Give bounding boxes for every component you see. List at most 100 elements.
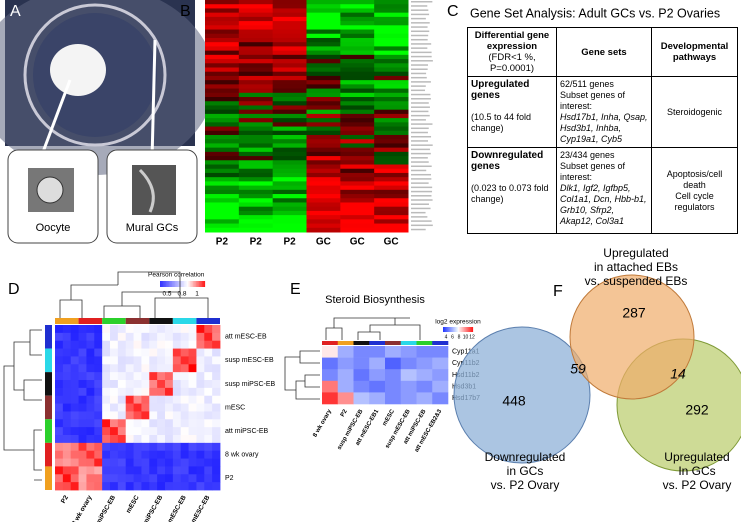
heatmap-cell: [141, 340, 150, 349]
heatmap-cell: [86, 380, 95, 389]
heatmap-cell: [188, 395, 197, 404]
heatmap-cell: [110, 450, 119, 459]
heatmap-cell: [141, 435, 150, 444]
heatmap-cell: [272, 118, 307, 123]
group-strip: [125, 318, 150, 324]
heatmap-cell: [205, 181, 240, 187]
gene-label-placeholder: [411, 43, 432, 45]
heatmap-cell: [272, 139, 307, 144]
heatmap-cell: [353, 369, 370, 382]
gene-label-placeholder: [411, 81, 431, 83]
heatmap-cell: [374, 172, 409, 178]
gene-label-placeholder: [411, 211, 426, 214]
heatmap-cell: [86, 474, 95, 483]
heatmap-cell: [340, 33, 375, 39]
heatmap-cell: [374, 189, 409, 195]
heatmap-cell: [272, 42, 307, 47]
heatmap-cell: [117, 332, 127, 342]
gene-label-placeholder: [411, 207, 431, 210]
column-label: 8 wk ovary: [71, 494, 94, 522]
heatmap-cell: [149, 332, 158, 342]
heatmap-cell: [340, 143, 375, 149]
follicle-ring: [23, 3, 167, 147]
heatmap-cell: [188, 419, 197, 428]
heatmap-cell: [78, 427, 87, 436]
mural-layer: [138, 168, 155, 213]
heatmap-cell: [205, 168, 240, 174]
heatmap-cell: [204, 372, 213, 381]
heatmap-cell: [340, 177, 375, 182]
heatmap-cell: [125, 442, 134, 452]
heatmap-cell: [157, 458, 166, 467]
heatmap-cell: [196, 364, 205, 373]
heatmap-cell: [204, 466, 213, 475]
heatmap-cell: [125, 325, 134, 334]
heatmap-cell: [180, 380, 189, 389]
legend-gradient: [458, 327, 460, 332]
legend-gradient: [170, 281, 173, 287]
heatmap-cell: [196, 387, 205, 397]
heatmap-cell: [102, 435, 111, 444]
heatmap-cell: [141, 332, 150, 342]
subset-label: Subset genes of interest:: [560, 90, 626, 111]
heatmap-cell: [340, 185, 375, 191]
row-label: P2: [225, 475, 234, 482]
heatmap-cell: [172, 395, 182, 404]
heatmap-cell: [306, 0, 341, 5]
heatmap-cell: [374, 210, 409, 216]
heatmap-cell: [340, 25, 375, 31]
heatmap-cell: [94, 482, 103, 491]
heatmap-cell: [272, 185, 307, 191]
heatmap-cell: [374, 122, 409, 128]
heatmap-cell: [149, 466, 158, 475]
heatmap-cell: [353, 380, 370, 393]
heatmap-cell: [400, 357, 417, 370]
heatmap-cell: [238, 105, 274, 111]
column-label: P2: [60, 494, 70, 505]
heatmap-cell: [374, 105, 409, 111]
heatmap-cell: [374, 8, 409, 14]
heatmap-cell: [133, 364, 142, 373]
heatmap-cell: [125, 332, 134, 342]
row-label: Upregulated genes: [471, 79, 530, 101]
heatmap-cell: [141, 442, 150, 452]
heatmap-cell: [149, 442, 158, 452]
heatmap-cell: [374, 147, 409, 153]
heatmap-cell: [172, 340, 182, 349]
heatmap-cell: [272, 25, 307, 31]
heatmap-cell: [133, 325, 142, 334]
heatmap-cell: [125, 450, 134, 459]
heatmap-cell: [110, 325, 119, 334]
oocyte: [50, 44, 106, 96]
group-strip: [45, 442, 52, 467]
row-label: 8 wk ovary: [225, 451, 259, 458]
heatmap-cell: [196, 450, 205, 459]
heatmap-cell: [165, 466, 174, 475]
heatmap-cell: [149, 395, 158, 404]
heatmap-cell: [141, 427, 150, 436]
heatmap-cell: [125, 403, 134, 412]
heatmap-cell: [205, 0, 240, 5]
heatmap-cell: [212, 458, 221, 467]
heatmap-cell: [374, 181, 409, 187]
heatmap-cell: [149, 380, 158, 389]
heatmap-cell: [157, 466, 166, 475]
legend-gradient: [449, 327, 451, 332]
heatmap-cell: [272, 0, 307, 5]
heatmap-cell: [157, 364, 166, 373]
legend-gradient: [466, 327, 468, 332]
heatmap-cell: [55, 411, 64, 420]
heatmap-cell: [62, 450, 72, 459]
gene-label-placeholder: [411, 76, 427, 79]
heatmap-cell: [141, 372, 150, 381]
legend-gradient: [448, 327, 450, 332]
legend-gradient: [196, 281, 198, 287]
heatmap-cell: [205, 97, 240, 102]
heatmap-cell: [110, 466, 119, 475]
heatmap-cell: [188, 442, 197, 452]
heatmap-cell: [102, 403, 111, 412]
gene-label-placeholder: [411, 38, 428, 41]
heatmap-cell: [205, 198, 240, 203]
heatmap-cell: [55, 419, 64, 428]
heatmap-cell: [340, 8, 375, 14]
